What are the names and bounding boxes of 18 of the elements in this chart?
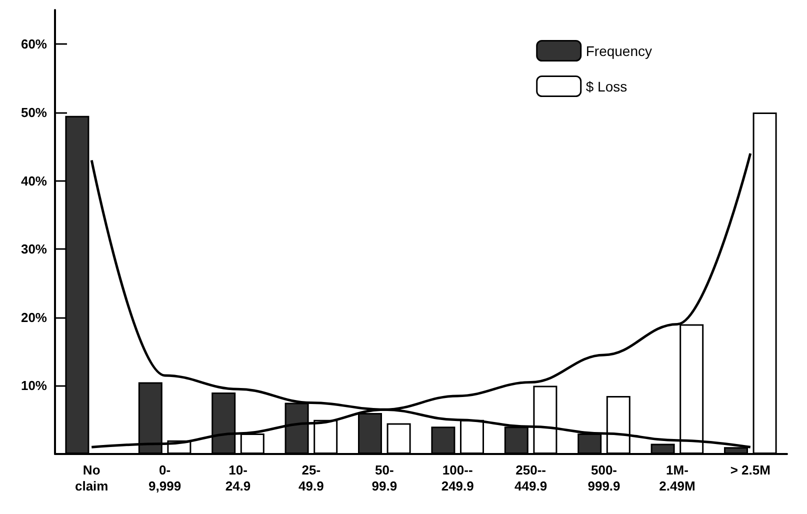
y-tick-label: 20% <box>20 310 48 325</box>
x-tick-label: > 2.5M <box>730 462 770 478</box>
y-tick-label: 30% <box>20 242 48 257</box>
y-tick-label: 10% <box>20 378 48 394</box>
x-tick-label: 500- 999.9 <box>588 462 620 494</box>
x-tick-label: 1M- 2.49M <box>659 462 696 494</box>
x-tick-label: 50- 99.9 <box>372 462 398 494</box>
legend-label: $ Loss <box>586 78 628 94</box>
x-tick-label: 25- 49.9 <box>298 462 324 494</box>
x-tick-label: 100-- 249.9 <box>441 462 474 494</box>
y-tick-label: 40% <box>20 173 48 188</box>
legend-label: Frequency <box>586 42 652 59</box>
x-tick-label: No claim <box>74 462 108 494</box>
x-tick-label: 10- 24.9 <box>225 462 251 494</box>
x-tick-label: 0- 9,999 <box>148 462 182 494</box>
y-tick-label: 50% <box>20 104 48 120</box>
y-tick-label: 60% <box>20 36 48 52</box>
x-tick-label: 250-- 449.9 <box>514 462 548 494</box>
